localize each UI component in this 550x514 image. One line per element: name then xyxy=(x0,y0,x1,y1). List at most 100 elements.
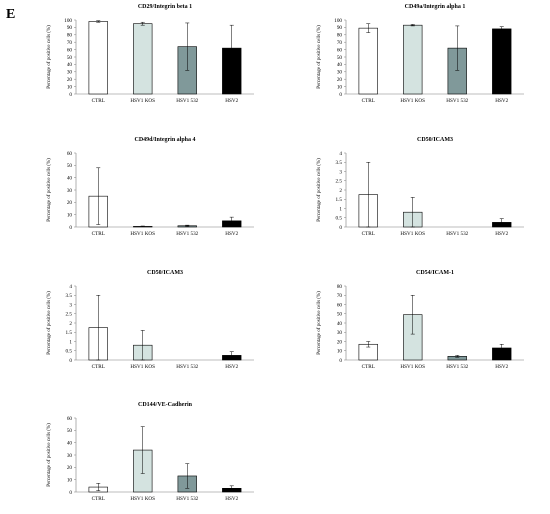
x-tick-label: HSV1 532 xyxy=(446,98,468,104)
y-tick-label: 0 xyxy=(69,92,72,98)
y-tick-label: 0.5 xyxy=(66,349,73,355)
chart-title: CD50/ICAM3 xyxy=(147,270,183,276)
y-tick-label: 3 xyxy=(339,169,342,175)
y-tick-label: 20 xyxy=(67,200,73,206)
y-tick-label: 10 xyxy=(67,477,73,483)
y-tick-label: 50 xyxy=(67,55,73,61)
bar-hsv2 xyxy=(492,28,512,95)
y-tick-label: 30 xyxy=(337,330,343,336)
chart-cd54: CD54/ICAM-1 Percentage of positive cells … xyxy=(290,266,535,376)
chart-cd144-svg: CD144/VE-Cadherin Percentage of positive … xyxy=(47,402,254,502)
y-tick-label: 2.5 xyxy=(336,179,343,185)
y-tick-label: 80 xyxy=(337,284,343,290)
y-tick-label: 100 xyxy=(334,18,342,24)
x-tick-label: HSV1 532 xyxy=(446,231,468,237)
x-tick-label: HSV1 KOS xyxy=(130,98,155,104)
chart-cd50-right-svg: CD50/ICAM3 Percentage of positive cells (… xyxy=(317,137,524,237)
x-tick-label: HSV1 532 xyxy=(176,231,198,237)
y-tick-label: 0 xyxy=(69,490,72,496)
y-tick-label: 30 xyxy=(67,188,73,194)
x-tick-label: CTRL xyxy=(92,496,105,502)
x-tick-label: HSV1 532 xyxy=(176,496,198,502)
y-tick-label: 40 xyxy=(67,440,73,446)
y-tick-label: 60 xyxy=(67,416,73,422)
y-tick-label: 2 xyxy=(339,188,342,194)
y-tick-label: 40 xyxy=(67,175,73,181)
y-tick-label: 20 xyxy=(337,339,343,345)
chart-cd49a: CD49a/Integrin alpha 1 Percentage of posi… xyxy=(290,0,535,110)
x-tick-label: HSV1 KOS xyxy=(400,98,425,104)
y-tick-label: 60 xyxy=(67,151,73,157)
y-tick-label: 2.5 xyxy=(66,312,73,318)
bar-hsv1-kos xyxy=(133,23,153,95)
y-axis-label: Percentage of positive cells (%) xyxy=(47,158,52,222)
chart-title: CD50/ICAM3 xyxy=(417,137,453,143)
x-tick-label: CTRL xyxy=(362,98,375,104)
chart-title: CD54/ICAM-1 xyxy=(416,270,454,276)
y-tick-label: 0 xyxy=(339,92,342,98)
y-axis-label: Percentage of positive cells (%) xyxy=(47,25,52,89)
x-tick-label: HSV1 532 xyxy=(176,364,198,370)
y-tick-label: 50 xyxy=(337,55,343,61)
y-tick-label: 10 xyxy=(337,84,343,90)
y-tick-label: 2 xyxy=(69,321,72,327)
y-tick-label: 20 xyxy=(337,77,343,83)
x-tick-label: CTRL xyxy=(92,364,105,370)
chart-cd144: CD144/VE-Cadherin Percentage of positive … xyxy=(20,398,265,508)
x-tick-label: HSV2 xyxy=(495,98,508,104)
y-tick-label: 60 xyxy=(337,302,343,308)
x-tick-label: CTRL xyxy=(362,231,375,237)
chart-cd50-left-svg: CD50/ICAM3 Percentage of positive cells (… xyxy=(47,270,254,370)
x-tick-label: HSV1 532 xyxy=(446,364,468,370)
y-tick-label: 1 xyxy=(339,206,342,212)
y-tick-label: 60 xyxy=(67,47,73,53)
x-tick-label: CTRL xyxy=(362,364,375,370)
y-tick-label: 70 xyxy=(67,40,73,46)
x-tick-label: HSV1 KOS xyxy=(400,364,425,370)
y-tick-label: 50 xyxy=(67,428,73,434)
y-tick-label: 0 xyxy=(69,225,72,231)
chart-title: CD29/Integrin beta 1 xyxy=(138,4,192,10)
y-tick-label: 1.5 xyxy=(66,330,73,336)
y-tick-label: 3.5 xyxy=(66,293,73,299)
y-axis-label: Percentage of positive cells (%) xyxy=(317,158,322,222)
x-tick-label: HSV1 KOS xyxy=(130,231,155,237)
y-tick-label: 1.5 xyxy=(336,197,343,203)
y-tick-label: 1 xyxy=(69,339,72,345)
bar-hsv1-kos xyxy=(403,24,423,95)
y-tick-label: 40 xyxy=(67,62,73,68)
y-tick-label: 3 xyxy=(69,302,72,308)
x-tick-label: HSV2 xyxy=(225,231,238,237)
y-tick-label: 10 xyxy=(67,212,73,218)
y-axis-label: Percentage of positive cells (%) xyxy=(317,291,322,355)
y-tick-label: 20 xyxy=(67,465,73,471)
x-tick-label: HSV2 xyxy=(225,98,238,104)
panel-letter: E xyxy=(6,7,16,22)
y-tick-label: 20 xyxy=(67,77,73,83)
y-tick-label: 10 xyxy=(337,349,343,355)
chart-cd49a-svg: CD49a/Integrin alpha 1 Percentage of posi… xyxy=(317,4,524,104)
y-tick-label: 70 xyxy=(337,40,343,46)
y-tick-label: 100 xyxy=(64,18,72,24)
x-tick-label: HSV2 xyxy=(225,364,238,370)
bar-ctrl xyxy=(88,21,108,95)
y-tick-label: 40 xyxy=(337,62,343,68)
y-tick-label: 10 xyxy=(67,84,73,90)
chart-title: CD144/VE-Cadherin xyxy=(138,402,193,408)
y-tick-label: 0 xyxy=(339,225,342,231)
y-tick-label: 80 xyxy=(67,33,73,39)
x-tick-label: CTRL xyxy=(92,231,105,237)
y-tick-label: 3.5 xyxy=(336,160,343,166)
chart-cd54-svg: CD54/ICAM-1 Percentage of positive cells … xyxy=(317,270,524,370)
x-tick-label: HSV1 KOS xyxy=(130,496,155,502)
y-tick-label: 0 xyxy=(69,358,72,364)
y-tick-label: 4 xyxy=(339,151,342,157)
bar-ctrl xyxy=(358,27,378,95)
chart-cd49d: CD49d/Integrin alpha 4 Percentage of posi… xyxy=(20,133,265,243)
y-tick-label: 0 xyxy=(339,358,342,364)
y-tick-label: 50 xyxy=(67,163,73,169)
y-tick-label: 30 xyxy=(67,453,73,459)
x-tick-label: HSV2 xyxy=(495,364,508,370)
chart-cd29: CD29/Integrin beta 1 Percentage of positi… xyxy=(20,0,265,110)
chart-cd50-right: CD50/ICAM3 Percentage of positive cells (… xyxy=(290,133,535,243)
